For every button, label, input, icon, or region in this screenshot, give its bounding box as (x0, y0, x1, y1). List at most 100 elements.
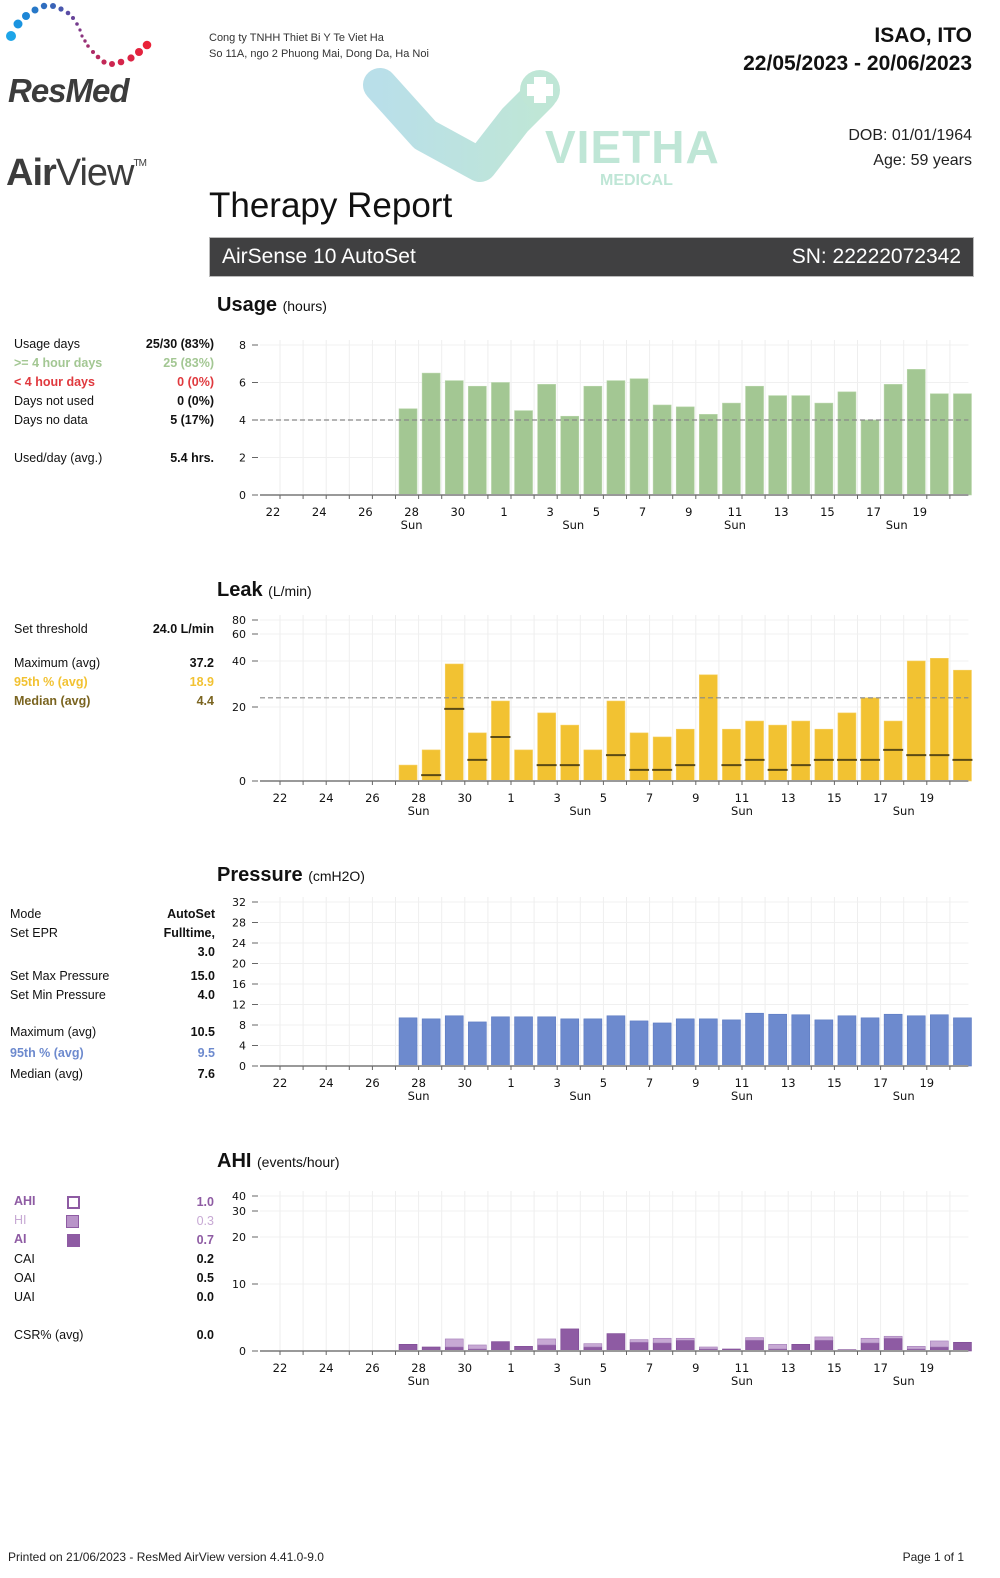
logo-dot (40, 2, 48, 10)
usage-bar (860, 419, 880, 496)
hi-bar (768, 1344, 787, 1350)
usage-bar (468, 385, 487, 496)
pressure-bar (514, 1016, 533, 1067)
pressure-bar (883, 1013, 903, 1067)
y-tick-label: 12 (232, 999, 246, 1012)
pressure-bar (722, 1019, 741, 1067)
logo-dot (127, 54, 135, 62)
y-tick-label: 28 (232, 917, 246, 930)
x-tick-label: 13 (781, 791, 796, 805)
leak-95th-bar (421, 749, 441, 782)
y-tick-label: 16 (232, 978, 246, 991)
x-tick-label: 13 (781, 1361, 796, 1375)
x-tick-label: 30 (457, 1361, 472, 1375)
usage-bar (491, 382, 510, 496)
leak-95th-bar (675, 728, 695, 782)
vietha-watermark-icon (363, 68, 560, 182)
leak-95th-bar (629, 732, 649, 782)
patient-name: ISAO, ITO (874, 24, 972, 47)
ai-bar (491, 1341, 510, 1352)
device-serial: SN: 22222072342 (791, 245, 961, 268)
x-tick-label: 26 (365, 791, 380, 805)
leak-95th-bar (814, 728, 834, 782)
hi-legend-icon (65, 1214, 79, 1228)
x-tick-label: 17 (873, 1076, 888, 1090)
leak-95th-bar (722, 728, 741, 782)
x-sunday-label: Sun (569, 1089, 591, 1103)
stat-cai: CAI 0.2 (14, 1251, 214, 1266)
stat-mode: Mode AutoSet (10, 906, 215, 921)
y-tick-label: 4 (239, 1040, 246, 1053)
stat-leak-95th: 95th % (avg) 18.9 (14, 674, 214, 689)
usage-bar (560, 415, 580, 496)
stat-oai: OAI 0.5 (14, 1270, 214, 1285)
usage-bar (906, 369, 926, 496)
pressure-bar (444, 1015, 464, 1067)
pressure-bar (860, 1017, 880, 1067)
x-tick-label: 7 (646, 791, 653, 805)
pressure-bar (745, 1012, 764, 1067)
stat-days-no-data: Days no data 5 (17%) (14, 412, 214, 427)
x-tick-label: 30 (457, 1076, 472, 1090)
hi-bar (860, 1337, 880, 1344)
logo-dot (95, 54, 101, 60)
x-sunday-label: Sun (401, 518, 423, 532)
x-tick-label: 11 (735, 791, 750, 805)
pressure-bar (814, 1019, 834, 1067)
leak-stats: Set threshold 24.0 L/min Maximum (avg) 37.… (14, 619, 214, 710)
ai-legend-icon (66, 1233, 80, 1247)
logo-dot (86, 44, 90, 48)
y-tick-label: 6 (239, 377, 246, 390)
leak-95th-bar (860, 697, 880, 782)
x-tick-label: 1 (507, 1076, 514, 1090)
pressure-stats: Mode AutoSet Set EPR Fulltime, 3.0 Set Max… (10, 904, 215, 1084)
ai-bar (606, 1333, 626, 1352)
pressure-bar (768, 1013, 787, 1067)
x-tick-label: 15 (827, 1076, 842, 1090)
y-tick-label: 40 (232, 1190, 246, 1203)
pressure-bar (930, 1014, 949, 1067)
x-tick-label: 17 (866, 505, 881, 519)
ahi-stats: AHI 1.0 HI 0.3 AI 0.7 CAI 0.2 OAI 0.5 UAI 0.0 … (14, 1192, 214, 1344)
stat-pressure-median: Median (avg) 7.6 (10, 1066, 215, 1081)
hi-bar (675, 1337, 695, 1341)
hi-bar (652, 1337, 672, 1344)
x-tick-label: 24 (312, 505, 327, 519)
stat-under-4h: < 4 hour days 0 (0%) (14, 374, 214, 389)
stat-csr: CSR% (avg) 0.0 (14, 1327, 214, 1342)
usage-stats: Usage days 25/30 (83%) >= 4 hour days 25 (… (14, 334, 214, 467)
x-sunday-label: Sun (893, 1089, 915, 1103)
logo-dot (50, 3, 56, 9)
ai-bar (398, 1344, 418, 1352)
x-tick-label: 7 (639, 505, 646, 519)
x-tick-label: 9 (692, 1361, 699, 1375)
stat-ai: AI 0.7 (14, 1232, 214, 1247)
logo-dot (83, 39, 87, 43)
pressure-bar (398, 1017, 418, 1067)
logo-dot (6, 31, 16, 41)
x-tick-label: 26 (365, 1076, 380, 1090)
x-tick-label: 3 (554, 1361, 561, 1375)
usage-bar (583, 385, 603, 496)
device-bar: AirSense 10 AutoSet SN: 22222072342 (209, 237, 974, 277)
x-tick-label: 3 (554, 1076, 561, 1090)
usage-bar (722, 402, 741, 496)
resmed-logo-icon (6, 2, 152, 67)
usage-title: Usage (hours) (217, 294, 327, 316)
leak-95th-bar (560, 724, 580, 782)
y-tick-label: 8 (239, 339, 246, 352)
dob: DOB: 01/01/1964 (848, 127, 972, 144)
company-info: Cong ty TNHH Thiet Bi Y Te Viet Ha So 11… (209, 30, 429, 62)
x-sunday-label: Sun (731, 1374, 753, 1388)
y-tick-label: 0 (239, 1060, 246, 1073)
ai-bar (675, 1339, 695, 1352)
logo-dot (78, 28, 82, 32)
x-tick-label: 9 (692, 1076, 699, 1090)
hi-bar (537, 1338, 556, 1346)
x-tick-label: 22 (273, 791, 288, 805)
y-tick-label: 40 (232, 655, 246, 668)
pressure-bar (468, 1021, 487, 1067)
usage-bar (629, 378, 649, 496)
